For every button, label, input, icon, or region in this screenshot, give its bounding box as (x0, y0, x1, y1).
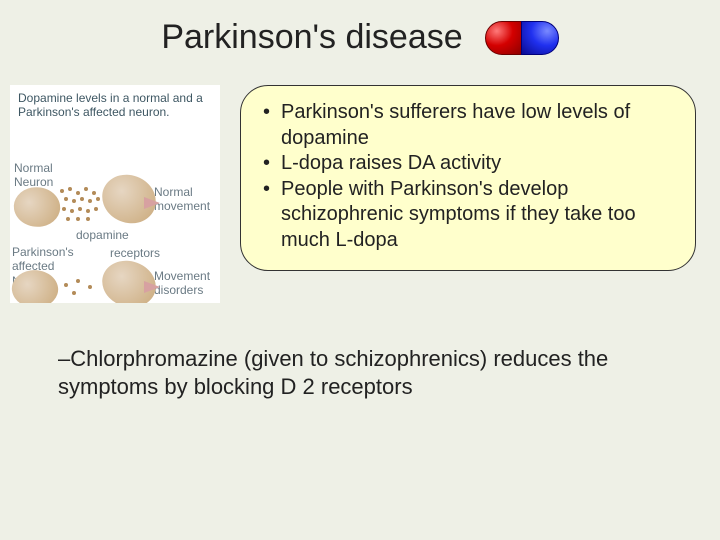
label-receptors: receptors (110, 246, 160, 260)
page-title: Parkinson's disease (161, 18, 462, 57)
bullets-list: Parkinson's sufferers have low levels of… (263, 100, 673, 254)
arrow-right-icon (144, 281, 160, 293)
pill-left-half (485, 21, 523, 55)
list-item: L-dopa raises DA activity (263, 151, 673, 177)
dopamine-dots-dense-icon (58, 185, 106, 225)
content-row: Dopamine levels in a normal and a Parkin… (0, 85, 720, 303)
neuron-diagram: Dopamine levels in a normal and a Parkin… (10, 85, 220, 303)
bullets-box: Parkinson's sufferers have low levels of… (240, 85, 696, 271)
title-row: Parkinson's disease (0, 0, 720, 57)
list-item: People with Parkinson's develop schizoph… (263, 177, 673, 254)
pill-icon (485, 21, 559, 55)
arrow-right-icon (144, 197, 160, 209)
dopamine-dots-sparse-icon (62, 277, 102, 297)
label-normal-movement: Normal movement (154, 185, 216, 214)
bottom-note: –Chlorphromazine (given to schizophrenic… (58, 345, 672, 401)
diagram-header: Dopamine levels in a normal and a Parkin… (18, 91, 208, 120)
list-item: Parkinson's sufferers have low levels of… (263, 100, 673, 151)
label-normal-neuron: Normal Neuron (14, 161, 60, 190)
pill-right-half (521, 21, 559, 55)
label-movement-disorders: Movement disorders (154, 269, 218, 298)
neuron-body-icon (11, 183, 63, 230)
label-dopamine: dopamine (76, 228, 129, 242)
